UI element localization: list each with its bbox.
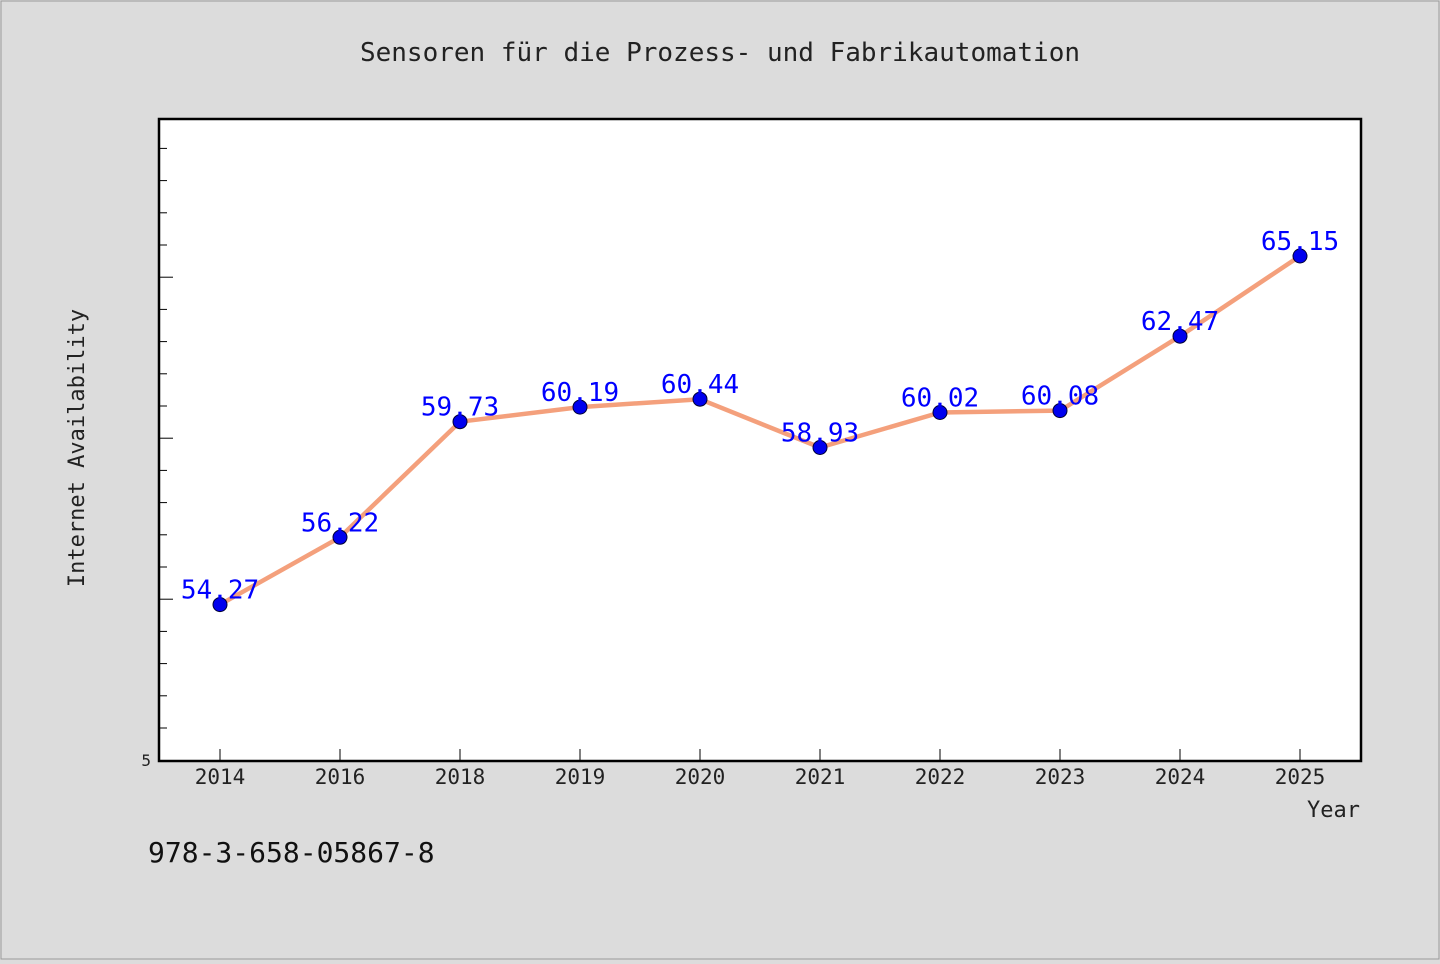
plot-area — [157, 117, 1363, 763]
series-line — [218, 254, 1302, 607]
x-axis-ticks: 2014 2016 2018 2019 2020 2021 2022 2023 2024 2025 — [195, 749, 1326, 789]
x-tick-label: 2019 — [555, 765, 606, 789]
data-label: 59.73 — [421, 393, 499, 423]
data-point — [932, 405, 948, 420]
data-point — [212, 597, 228, 613]
data-label: 62.47 — [1141, 307, 1219, 337]
x-tick-label: 2024 — [1155, 765, 1206, 789]
data-label: 60.19 — [541, 378, 619, 408]
footer-text: 978-3-658-05867-8 — [148, 836, 435, 869]
data-point — [452, 414, 468, 430]
x-tick-label: 2016 — [315, 765, 366, 789]
data-label: 60.44 — [661, 370, 739, 400]
data-point — [692, 391, 708, 407]
data-point — [1292, 248, 1308, 264]
data-point — [1172, 328, 1188, 344]
x-tick-label: 2014 — [195, 765, 246, 789]
x-tick-label: 2023 — [1035, 765, 1086, 789]
x-axis-label: Year — [1307, 798, 1360, 823]
data-label: 65.15 — [1261, 227, 1339, 257]
x-tick-label: 2020 — [675, 765, 726, 789]
data-labels-group: 54.27 56.22 59.73 60.19 60.44 58.93 60.02 60.08… — [181, 227, 1339, 606]
series-line-group — [218, 254, 1302, 607]
x-tick-label: 2018 — [435, 765, 486, 789]
data-point — [572, 399, 588, 415]
x-tick-label: 2025 — [1275, 765, 1326, 789]
chart-title: Sensoren für die Prozess- und Fabrikauto… — [360, 38, 1080, 68]
data-label: 60.02 — [901, 384, 979, 414]
y-axis-label: Internet Availability — [65, 309, 90, 587]
data-label: 60.08 — [1021, 382, 1099, 412]
x-tick-label: 2022 — [915, 765, 966, 789]
series-points-group — [212, 248, 1308, 613]
data-point — [332, 529, 348, 545]
y-axis-ticks: 5 — [141, 147, 173, 770]
data-point — [1052, 403, 1068, 419]
data-label: 56.22 — [301, 508, 379, 538]
x-tick-label: 2021 — [795, 765, 846, 789]
data-point — [812, 440, 828, 455]
data-label: 58.93 — [781, 419, 859, 449]
data-label: 54.27 — [181, 576, 259, 606]
y-tick-label: 5 — [141, 751, 151, 770]
